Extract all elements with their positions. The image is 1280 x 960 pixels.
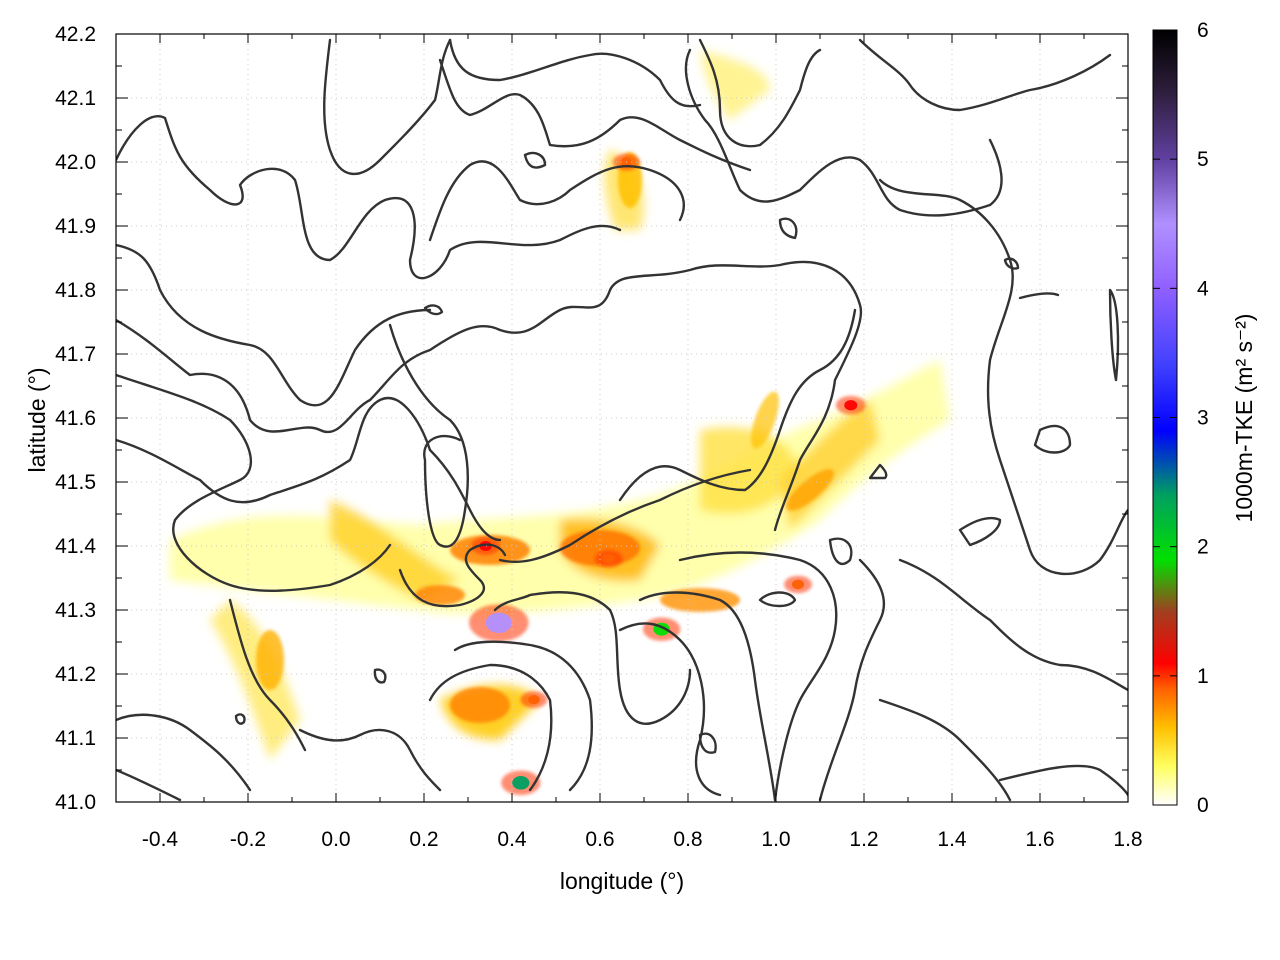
contour-line: [698, 732, 717, 754]
contour-line: [828, 537, 853, 566]
contour-line: [493, 591, 692, 725]
contour-line: [878, 698, 1012, 802]
x-axis: -0.4 -0.2 0.0 0.2 0.4 0.6 0.8 1.0 1.2 1.4 1.6 1.8: [115, 34, 1143, 851]
contour-line: [684, 48, 1003, 217]
colorbar-ticks: 0 1 2 3 4 5 6: [1153, 19, 1209, 817]
contour-line: [116, 768, 182, 802]
tke-mid-field: [256, 152, 834, 723]
colorbar: 0 1 2 3 4 5 6 1000m-TKE (m² s⁻²): [1152, 19, 1257, 817]
contour-line: [638, 591, 777, 802]
y-tick-label: 41.5: [55, 471, 96, 494]
contour-line: [1108, 288, 1120, 382]
contour-line: [698, 38, 822, 148]
y-tick-label: 41.9: [55, 215, 96, 238]
grid: [116, 34, 1128, 802]
y-axis: 41.0 41.1 41.2 41.3 41.4 41.5 41.6 41.7 41.8 41.9…: [55, 23, 1128, 814]
colorbar-tick-label: 2: [1197, 536, 1209, 559]
x-tick-label: 1.4: [937, 828, 967, 851]
colorbar-tick-label: 0: [1197, 794, 1209, 817]
contour-line: [678, 551, 838, 802]
contour-line: [373, 668, 387, 684]
contour-line: [1018, 292, 1060, 300]
contour-line: [398, 543, 507, 608]
x-tick-label: -0.2: [230, 828, 266, 851]
contour-line: [116, 713, 252, 792]
colorbar-title: 1000m-TKE (m² s⁻²): [1231, 314, 1257, 523]
x-tick-label: 0.6: [585, 828, 614, 851]
y-tick-label: 41.0: [55, 791, 96, 814]
tke-hotspot: [844, 400, 858, 411]
contour-line: [428, 160, 685, 242]
contour-line: [234, 713, 246, 725]
x-tick-label: 1.2: [849, 828, 878, 851]
tke-hotspot: [485, 612, 512, 634]
y-tick-label: 41.2: [55, 663, 96, 686]
colorbar-tick-label: 4: [1197, 277, 1209, 300]
contour-line: [453, 640, 593, 792]
x-axis-title: longitude (°): [560, 868, 684, 894]
y-tick-label: 42.0: [55, 151, 96, 174]
tke-hotspot: [791, 579, 805, 590]
colorbar-tick-label: 5: [1197, 148, 1209, 171]
contour-line: [998, 764, 1128, 797]
y-tick-label: 41.4: [55, 535, 96, 558]
tke-hotspot-layer: [469, 153, 866, 796]
contour-line: [116, 115, 622, 280]
contour-line: [228, 598, 307, 752]
contour-line: [878, 178, 1128, 575]
contour-line: [438, 58, 752, 172]
x-tick-label: 0.4: [497, 828, 527, 851]
contour-line: [423, 304, 444, 316]
x-tick-label: 1.8: [1113, 828, 1142, 851]
contour-line: [388, 323, 469, 548]
colorbar-tick-label: 1: [1197, 665, 1209, 688]
colorbar-tick-label: 3: [1197, 407, 1209, 430]
contour-line: [868, 463, 888, 480]
y-axis-title: latitude (°): [24, 367, 50, 472]
contour-line: [858, 38, 1112, 112]
x-tick-label: 1.6: [1025, 828, 1054, 851]
contour-line: [898, 558, 1128, 692]
x-tick-label: 0.2: [409, 828, 438, 851]
y-tick-label: 42.1: [55, 87, 96, 110]
terrain-contours: [116, 38, 1128, 802]
y-tick-label: 41.6: [55, 407, 96, 430]
colorbar-tick-label: 6: [1197, 19, 1209, 42]
tke-hotspot: [602, 554, 615, 564]
colorbar-units: (m² s⁻²): [1231, 314, 1257, 394]
contour-line: [618, 308, 857, 502]
tke-hotspot: [528, 694, 540, 705]
tke-hotspot: [512, 776, 530, 790]
contour-line: [116, 243, 432, 407]
x-tick-label: 0.0: [321, 828, 350, 851]
contour-line: [428, 663, 553, 792]
contour-line: [116, 373, 392, 592]
contour-line: [1003, 257, 1020, 270]
contour-line: [818, 558, 886, 802]
contour-line: [778, 217, 798, 240]
contour-line: [958, 516, 1002, 547]
contour-line: [618, 622, 722, 797]
contour-line: [758, 591, 797, 608]
y-tick-label: 41.8: [55, 279, 96, 302]
y-tick-label: 42.2: [55, 23, 96, 46]
contour-line: [116, 260, 863, 532]
contour-line: [298, 728, 442, 792]
x-tick-label: 1.0: [761, 828, 790, 851]
contour-line: [523, 151, 547, 169]
x-tick-label: 0.8: [673, 828, 702, 851]
tke-field: [170, 50, 950, 796]
contour-line: [1033, 424, 1072, 454]
contour-line: [323, 38, 452, 176]
y-tick-label: 41.1: [55, 727, 96, 750]
contour-line: [448, 38, 702, 108]
y-tick-label: 41.7: [55, 343, 96, 366]
y-tick-label: 41.3: [55, 599, 96, 622]
contour-line: [116, 396, 502, 542]
colorbar-label: 1000m-TKE: [1231, 400, 1257, 523]
contour-line: [498, 468, 752, 564]
x-tick-label: -0.4: [142, 828, 179, 851]
